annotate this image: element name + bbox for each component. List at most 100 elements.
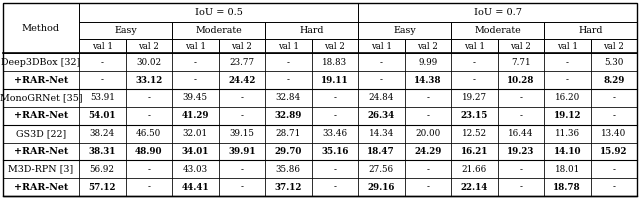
- Bar: [451, 142, 497, 160]
- Bar: [312, 53, 358, 71]
- Text: -: -: [519, 93, 522, 102]
- Bar: [358, 89, 404, 107]
- Text: val 1: val 1: [185, 42, 205, 51]
- Text: 57.12: 57.12: [88, 183, 116, 192]
- Text: -: -: [240, 93, 243, 102]
- Text: -: -: [147, 111, 150, 120]
- Text: 33.12: 33.12: [135, 76, 163, 85]
- Bar: [125, 178, 172, 196]
- Text: 21.66: 21.66: [461, 165, 487, 174]
- Bar: [79, 142, 125, 160]
- Bar: [497, 89, 544, 107]
- Text: -: -: [240, 111, 243, 120]
- Bar: [172, 160, 218, 178]
- Text: 30.02: 30.02: [136, 58, 161, 67]
- Bar: [591, 71, 637, 89]
- Bar: [125, 125, 172, 142]
- Bar: [218, 71, 265, 89]
- Text: 32.01: 32.01: [182, 129, 208, 138]
- Bar: [497, 39, 544, 53]
- Bar: [497, 178, 544, 196]
- Bar: [125, 53, 172, 71]
- Bar: [265, 71, 312, 89]
- Bar: [265, 39, 312, 53]
- Text: -: -: [287, 76, 290, 85]
- Text: 9.99: 9.99: [418, 58, 437, 67]
- Text: 46.50: 46.50: [136, 129, 161, 138]
- Text: Hard: Hard: [579, 26, 603, 35]
- Text: -: -: [194, 76, 196, 85]
- Text: 12.52: 12.52: [461, 129, 487, 138]
- Bar: [544, 125, 591, 142]
- Text: -: -: [100, 58, 104, 67]
- Bar: [404, 39, 451, 53]
- Text: 41.29: 41.29: [182, 111, 209, 120]
- Text: 32.84: 32.84: [276, 93, 301, 102]
- Bar: [312, 178, 358, 196]
- Bar: [79, 178, 125, 196]
- Bar: [591, 39, 637, 53]
- Text: 24.29: 24.29: [414, 147, 442, 156]
- Bar: [358, 39, 404, 53]
- Bar: [172, 71, 218, 89]
- Bar: [172, 178, 218, 196]
- Bar: [312, 71, 358, 89]
- Text: -: -: [612, 183, 615, 192]
- Bar: [79, 107, 125, 125]
- Bar: [125, 107, 172, 125]
- Text: -: -: [473, 58, 476, 67]
- Bar: [497, 71, 544, 89]
- Text: -: -: [426, 93, 429, 102]
- Text: 29.70: 29.70: [275, 147, 302, 156]
- Bar: [79, 160, 125, 178]
- Bar: [218, 160, 265, 178]
- Text: -: -: [240, 165, 243, 174]
- Text: 14.10: 14.10: [554, 147, 581, 156]
- Text: -: -: [333, 165, 336, 174]
- Bar: [312, 39, 358, 53]
- Bar: [544, 142, 591, 160]
- Bar: [3, 142, 79, 160]
- Bar: [451, 39, 497, 53]
- Text: 10.28: 10.28: [507, 76, 534, 85]
- Bar: [591, 53, 637, 71]
- Text: IoU = 0.5: IoU = 0.5: [195, 8, 243, 17]
- Bar: [544, 89, 591, 107]
- Bar: [79, 22, 172, 39]
- Text: -: -: [426, 165, 429, 174]
- Bar: [3, 178, 79, 196]
- Bar: [79, 89, 125, 107]
- Text: val 2: val 2: [324, 42, 345, 51]
- Bar: [79, 125, 125, 142]
- Text: 15.92: 15.92: [600, 147, 627, 156]
- Text: -: -: [612, 165, 615, 174]
- Bar: [3, 160, 79, 178]
- Text: Method: Method: [22, 24, 60, 33]
- Text: 27.56: 27.56: [369, 165, 394, 174]
- Text: -: -: [147, 165, 150, 174]
- Bar: [125, 89, 172, 107]
- Text: 23.15: 23.15: [461, 111, 488, 120]
- Bar: [358, 3, 637, 22]
- Bar: [591, 160, 637, 178]
- Text: 14.34: 14.34: [369, 129, 394, 138]
- Text: 19.12: 19.12: [554, 111, 581, 120]
- Text: 16.44: 16.44: [508, 129, 534, 138]
- Text: -: -: [333, 93, 336, 102]
- Bar: [172, 142, 218, 160]
- Bar: [125, 71, 172, 89]
- Text: 35.86: 35.86: [276, 165, 301, 174]
- Text: val 2: val 2: [417, 42, 438, 51]
- Text: -: -: [194, 58, 196, 67]
- Text: -: -: [147, 93, 150, 102]
- Text: Hard: Hard: [300, 26, 324, 35]
- Text: Easy: Easy: [393, 26, 416, 35]
- Bar: [172, 53, 218, 71]
- Bar: [591, 178, 637, 196]
- Text: 38.24: 38.24: [90, 129, 115, 138]
- Text: val 2: val 2: [138, 42, 159, 51]
- Bar: [358, 178, 404, 196]
- Bar: [404, 142, 451, 160]
- Bar: [404, 107, 451, 125]
- Bar: [544, 107, 591, 125]
